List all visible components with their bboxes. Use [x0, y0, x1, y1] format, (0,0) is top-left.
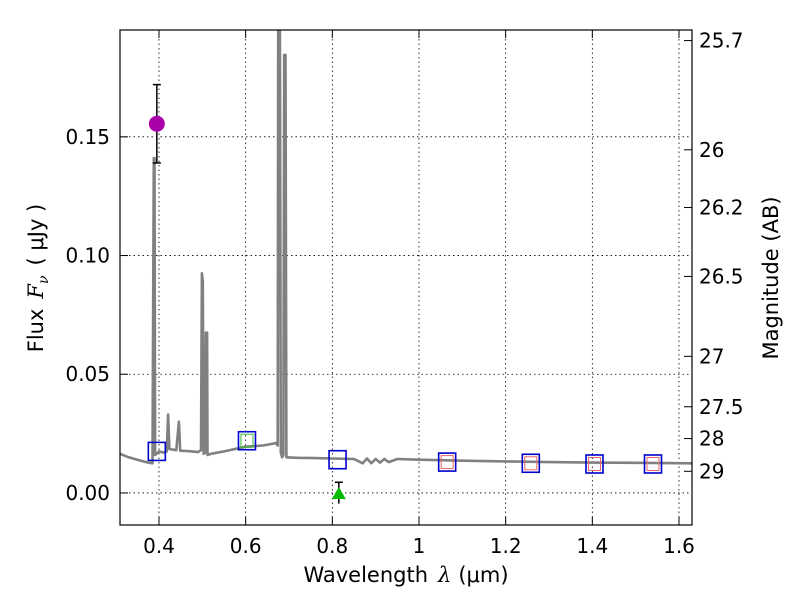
spectrum-line	[120, 30, 692, 465]
model-point-inner	[240, 433, 254, 448]
x-tick-label: 0.6	[230, 534, 262, 558]
y-axis-label: FluxFν( μJy )	[24, 204, 52, 352]
model-point-inner	[524, 456, 538, 471]
model-point-box	[437, 452, 457, 472]
mag-tick-label: 26	[699, 138, 724, 162]
observed-point	[148, 115, 165, 132]
y-tick-label: 0.05	[65, 362, 110, 386]
y-tick-label: 0.00	[65, 481, 110, 505]
x-tick-label: 1.4	[576, 534, 608, 558]
model-point-box	[328, 449, 347, 470]
y-tick-label: 0.15	[65, 125, 110, 149]
upper-limit-triangle	[331, 486, 346, 499]
spectrum-series	[120, 30, 692, 465]
mag-tick-label: 29	[699, 459, 724, 483]
x-tick-label: 0.4	[143, 534, 175, 558]
model-point-box	[237, 430, 257, 451]
data-markers	[147, 83, 663, 504]
mag-tick-label: 28	[699, 427, 724, 451]
plot-frame	[119, 29, 693, 526]
mag-tick-label: 25.7	[699, 29, 744, 53]
x-axis-label: Wavelength λ (μm)	[303, 563, 508, 587]
y-tick-label: 0.10	[65, 244, 110, 268]
x-tick-label: 1	[413, 534, 426, 558]
model-point-inner	[440, 455, 454, 470]
model-point-box	[643, 454, 663, 474]
x-tick-label: 1.2	[490, 534, 522, 558]
mag-tick-label: 27	[699, 344, 724, 368]
mag-tick-label: 27.5	[699, 395, 744, 419]
mag-tick-label: 26.2	[699, 196, 744, 220]
y2-axis-label: Magnitude (AB)	[759, 196, 783, 359]
model-point-box	[147, 441, 167, 462]
model-point-inner	[588, 456, 601, 471]
model-point-inner	[646, 456, 660, 471]
x-tick-label: 0.8	[316, 534, 348, 558]
model-point-box	[521, 453, 541, 474]
axis-ticks: 0.4 0.6 0.8 1 1.2 1.4 1.6 0.00 0.05 0.10 0.15 25.7 2…	[65, 29, 743, 558]
grid-lines	[120, 30, 692, 525]
x-tick-label: 1.6	[663, 534, 695, 558]
model-point-box	[585, 454, 604, 474]
mag-tick-label: 26.5	[699, 264, 744, 288]
